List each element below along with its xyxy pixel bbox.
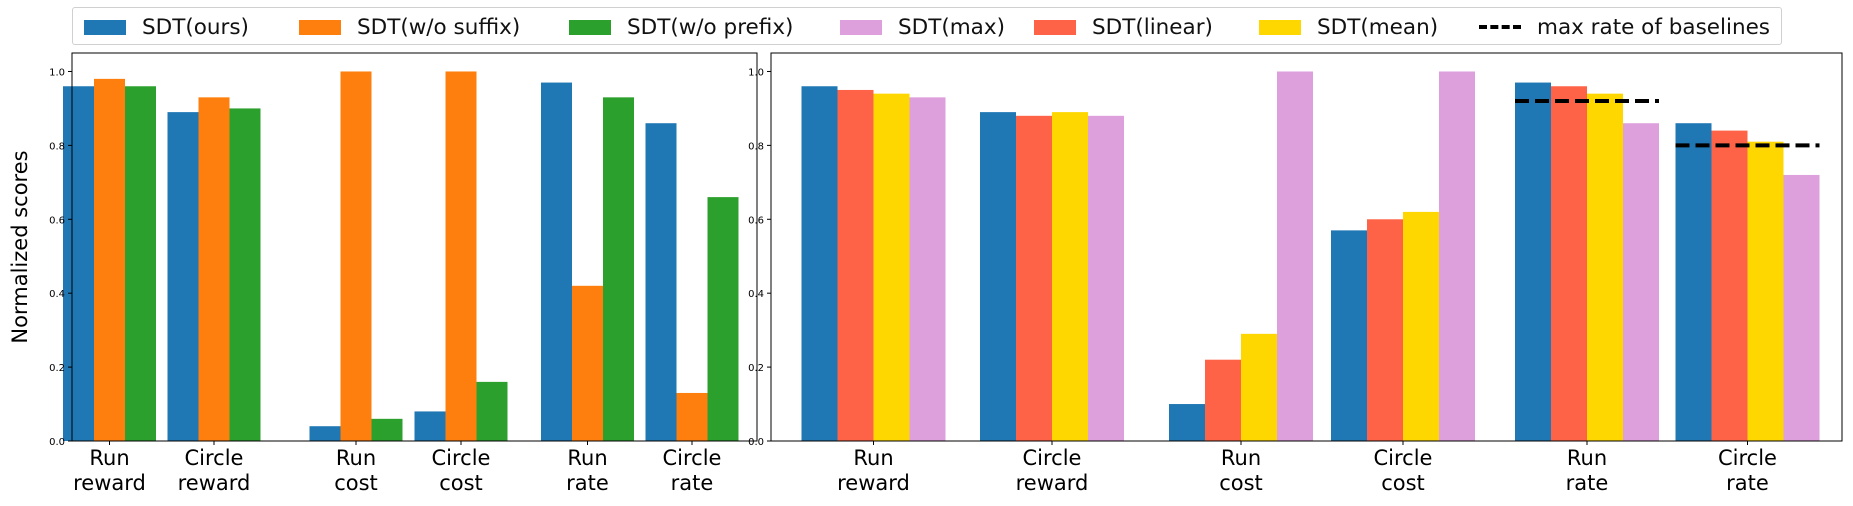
panel1-ylabel: Normalized scores [8, 150, 32, 343]
panel2-bar-sdt-mean-circle-cost [1403, 211, 1439, 441]
panel2-bar-sdt-ours-run-cost [1169, 404, 1205, 441]
legend-label-sdt-mean: SDT(mean) [1317, 14, 1439, 40]
panel1-xtick-label: Run cost [334, 446, 378, 495]
legend-label-sdt-linear: SDT(linear) [1092, 14, 1213, 40]
panel2-ytick-label: 0.2 [748, 363, 764, 374]
panel1-bar-sdt-ours-circle-reward [167, 112, 199, 441]
panel2-axes-frame [770, 52, 1843, 442]
panel2-bar-sdt-ours-circle-reward [980, 112, 1016, 441]
panel2-xtick-label: Run cost [1219, 446, 1263, 495]
panel2-bar-sdt-mean-run-rate [1587, 93, 1623, 442]
panel1-bar-sdt-w-o-prefix-circle-reward [229, 108, 261, 441]
panel2-ytick-label: 0.4 [748, 289, 764, 300]
panel1-axes-frame [71, 52, 758, 442]
panel1-bar-sdt-w-o-suffix-run-cost [340, 71, 372, 441]
legend-item-sdt-wo-prefix: SDT(w/o prefix) [569, 8, 793, 46]
panel1-xtick-label: Run rate [566, 446, 609, 495]
panel2-bar-sdt-max-run-reward [909, 97, 946, 441]
panel2-bar-sdt-ours-run-rate [1515, 82, 1551, 442]
legend-item-sdt-mean: SDT(mean) [1259, 8, 1438, 46]
panel1-ytick-label: 0.8 [49, 141, 65, 152]
panel1-bar-sdt-w-o-prefix-run-cost [371, 418, 403, 441]
panel2-bar-sdt-max-circle-rate [1783, 174, 1820, 441]
panel2-bar-sdt-linear-run-cost [1205, 359, 1241, 441]
panel2-bar-sdt-linear-run-reward [837, 89, 874, 441]
panel2-bar-sdt-linear-run-rate [1551, 86, 1587, 441]
panel1-bar-sdt-ours-run-rate [541, 82, 572, 442]
panel2-bar-sdt-mean-run-cost [1241, 333, 1277, 441]
legend-item-sdt-ours: SDT(ours) [84, 8, 249, 46]
panel2-bar-sdt-linear-circle-rate [1711, 130, 1748, 441]
panel2-xtick-label: Run reward [837, 446, 910, 495]
legend: SDT(ours) SDT(w/o suffix) SDT(w/o prefix… [72, 7, 1782, 45]
panel2-bar-sdt-linear-circle-reward [1016, 115, 1052, 442]
panel2-bar-sdt-mean-run-reward [873, 93, 910, 442]
panel2-ytick-label: 0.0 [748, 437, 764, 448]
panel2-xtick-label: Run rate [1566, 446, 1609, 495]
panel1-bar-sdt-w-o-suffix-circle-rate [676, 392, 708, 441]
legend-label-max-rate: max rate of baselines [1537, 14, 1770, 40]
panel2-bar-sdt-max-run-rate [1623, 123, 1659, 441]
legend-swatch-sdt-wo-prefix [569, 19, 611, 35]
panel1-bar-sdt-ours-circle-rate [645, 123, 677, 441]
panel1-ytick-label: 1.0 [49, 67, 65, 78]
legend-label-sdt-max: SDT(max) [898, 14, 1005, 40]
panel1-bar-sdt-w-o-suffix-run-rate [572, 285, 603, 441]
panel1-bar-sdt-ours-run-cost [309, 426, 341, 441]
panel1-ytick-label: 0.4 [49, 289, 65, 300]
panel2-ytick-label: 0.8 [748, 141, 764, 152]
panel1-xtick-label: Circle rate [663, 446, 722, 495]
panel2-xtick-label: Circle cost [1374, 446, 1433, 495]
legend-item-max-rate: max rate of baselines [1479, 8, 1770, 46]
legend-item-sdt-wo-suffix: SDT(w/o suffix) [299, 8, 520, 46]
panel1-bar-sdt-w-o-prefix-run-rate [603, 97, 634, 441]
panel2-bar-sdt-ours-circle-rate [1675, 123, 1712, 441]
legend-swatch-sdt-wo-suffix [299, 19, 341, 35]
panel1-ytick-label: 0.6 [49, 215, 65, 226]
legend-label-sdt-ours: SDT(ours) [142, 14, 249, 40]
panel2-bar-sdt-max-run-cost [1277, 71, 1313, 441]
panel1-xtick-label: Run reward [73, 446, 146, 495]
panel2-bar-sdt-ours-run-reward [801, 86, 838, 441]
panel2-ytick-label: 0.6 [748, 215, 764, 226]
panel1-bar-sdt-w-o-suffix-run-reward [94, 78, 125, 441]
panel1-bar-sdt-w-o-suffix-circle-reward [198, 97, 230, 441]
panel1-bar-sdt-w-o-prefix-run-reward [125, 86, 156, 441]
legend-swatch-sdt-mean [1259, 19, 1301, 35]
panel1-bar-sdt-w-o-prefix-circle-rate [707, 197, 739, 441]
panel2-xtick-label: Circle rate [1718, 446, 1777, 495]
legend-swatch-sdt-ours [84, 19, 126, 35]
legend-swatch-sdt-max [840, 19, 882, 35]
legend-label-sdt-wo-prefix: SDT(w/o prefix) [627, 14, 794, 40]
legend-item-sdt-max: SDT(max) [840, 8, 1005, 46]
panel2-bar-sdt-ours-circle-cost [1331, 230, 1367, 441]
legend-swatch-sdt-linear [1034, 19, 1076, 35]
legend-label-sdt-wo-suffix: SDT(w/o suffix) [357, 14, 521, 40]
panel2-bar-sdt-max-circle-reward [1088, 115, 1124, 442]
panel1-bar-sdt-ours-run-reward [63, 86, 94, 441]
panel1-bar-sdt-w-o-suffix-circle-cost [445, 71, 477, 441]
panel1-bar-sdt-ours-circle-cost [414, 411, 446, 441]
panel1-xtick-label: Circle cost [432, 446, 491, 495]
panel2-xtick-label: Circle reward [1016, 446, 1089, 495]
panel2-bar-sdt-linear-circle-cost [1367, 219, 1403, 441]
panel1-bar-sdt-w-o-prefix-circle-cost [476, 381, 508, 441]
panel2-ytick-label: 1.0 [748, 67, 764, 78]
legend-item-sdt-linear: SDT(linear) [1034, 8, 1213, 46]
panel1-ytick-label: 0.0 [49, 437, 65, 448]
panel1-xtick-label: Circle reward [178, 446, 251, 495]
legend-dashed-line [1479, 25, 1521, 29]
panel2-bar-sdt-mean-circle-reward [1052, 112, 1088, 441]
panel1-ytick-label: 0.2 [49, 363, 65, 374]
panel2-bar-sdt-mean-circle-rate [1747, 141, 1784, 441]
panel2-bar-sdt-max-circle-cost [1439, 71, 1475, 441]
